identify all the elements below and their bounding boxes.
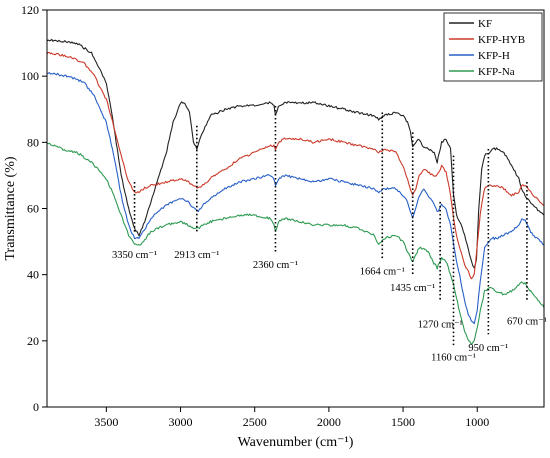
x-axis-title: Wavenumber (cm⁻¹) xyxy=(238,435,354,450)
peak-label: 3350 cm⁻¹ xyxy=(112,250,157,261)
legend-label: KF xyxy=(478,18,492,30)
series-line-kfp-hyb xyxy=(46,51,545,280)
x-tick-label: 1000 xyxy=(465,415,489,429)
annotation-layer: 3350 cm⁻¹ 2913 cm⁻¹ 2360 cm⁻¹ 1664 cm⁻¹ 1435… xyxy=(112,105,547,364)
y-tick-label: 0 xyxy=(33,400,39,414)
legend-label: KFP-HYB xyxy=(478,34,525,46)
series-line-kf xyxy=(46,38,545,269)
peak-label: 2913 cm⁻¹ xyxy=(174,250,219,261)
x-tick-label: 2000 xyxy=(317,415,341,429)
y-axis-title: Transmittance (%) xyxy=(3,156,18,260)
x-tick-label: 3500 xyxy=(94,415,118,429)
series-line-kfp-h xyxy=(46,72,545,325)
y-tick-label: 80 xyxy=(27,135,39,149)
y-tick-label: 100 xyxy=(21,69,39,83)
peak-label: 950 cm⁻¹ xyxy=(468,343,508,354)
y-tick-label: 20 xyxy=(27,334,39,348)
y-tick-label: 40 xyxy=(27,268,39,282)
axis-layer: 3500 3000 2500 2000 1500 1000 0 20 40 60 80 100 120 xyxy=(21,3,489,429)
peak-label: 1270 cm⁻¹ xyxy=(418,320,463,331)
legend-box xyxy=(443,12,543,82)
peak-label: 1664 cm⁻¹ xyxy=(360,267,405,278)
x-tick-label: 2500 xyxy=(243,415,267,429)
series-line-kfp-na xyxy=(46,142,545,346)
x-tick-label: 3000 xyxy=(169,415,193,429)
legend-label: KFP-Na xyxy=(478,66,515,78)
legend-label: KFP-H xyxy=(478,50,510,62)
legend: KF KFP-HYB KFP-H KFP-Na xyxy=(443,12,543,82)
peak-label: 2360 cm⁻¹ xyxy=(253,260,298,271)
peak-label: 670 cm⁻¹ xyxy=(507,316,547,327)
peak-label: 1435 cm⁻¹ xyxy=(390,283,435,294)
peak-label: 1160 cm⁻¹ xyxy=(431,353,476,364)
y-tick-label: 60 xyxy=(27,202,39,216)
y-tick-label: 120 xyxy=(21,3,39,17)
x-tick-label: 1500 xyxy=(391,415,415,429)
series-layer xyxy=(46,38,545,346)
